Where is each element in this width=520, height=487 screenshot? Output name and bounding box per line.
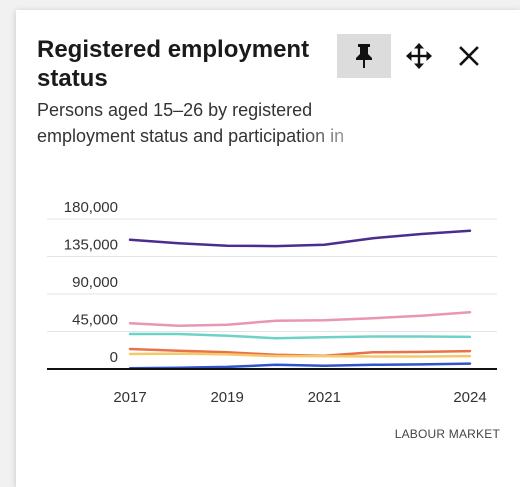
series-line[interactable] [128, 332, 472, 340]
close-button[interactable] [447, 34, 491, 78]
chart-subtitle: Persons aged 15–26 by registered employm… [37, 100, 345, 146]
close-icon [459, 46, 479, 66]
y-tick-label: 135,000 [64, 237, 118, 254]
y-tick-label: 90,000 [72, 274, 118, 291]
x-tick-label: 2017 [113, 389, 146, 406]
footer-category: LABOUR MARKET [394, 427, 500, 441]
y-tick-label: 45,000 [72, 312, 118, 329]
y-tick-label: 0 [110, 349, 118, 366]
gridlines [47, 218, 497, 332]
series-lines [128, 229, 472, 370]
x-tick-label: 2021 [308, 389, 341, 406]
y-axis-labels: 180,000 135,000 90,000 45,000 0 [64, 199, 118, 366]
series-line[interactable] [128, 352, 472, 358]
subtitle-fade [300, 124, 400, 152]
x-tick-label: 2019 [210, 389, 243, 406]
move-icon [406, 43, 432, 69]
series-line[interactable] [128, 362, 472, 370]
pin-button[interactable] [337, 34, 391, 78]
chart-title: Registered employment status [37, 36, 310, 92]
chart-card [16, 10, 520, 487]
x-axis-labels: 2017 2019 2021 2024 [113, 389, 486, 406]
series-line[interactable] [128, 311, 472, 327]
series-line[interactable] [128, 229, 472, 248]
pin-icon [356, 44, 372, 68]
x-tick-label: 2024 [453, 389, 486, 406]
move-button[interactable] [397, 34, 441, 78]
y-tick-label: 180,000 [64, 199, 118, 216]
